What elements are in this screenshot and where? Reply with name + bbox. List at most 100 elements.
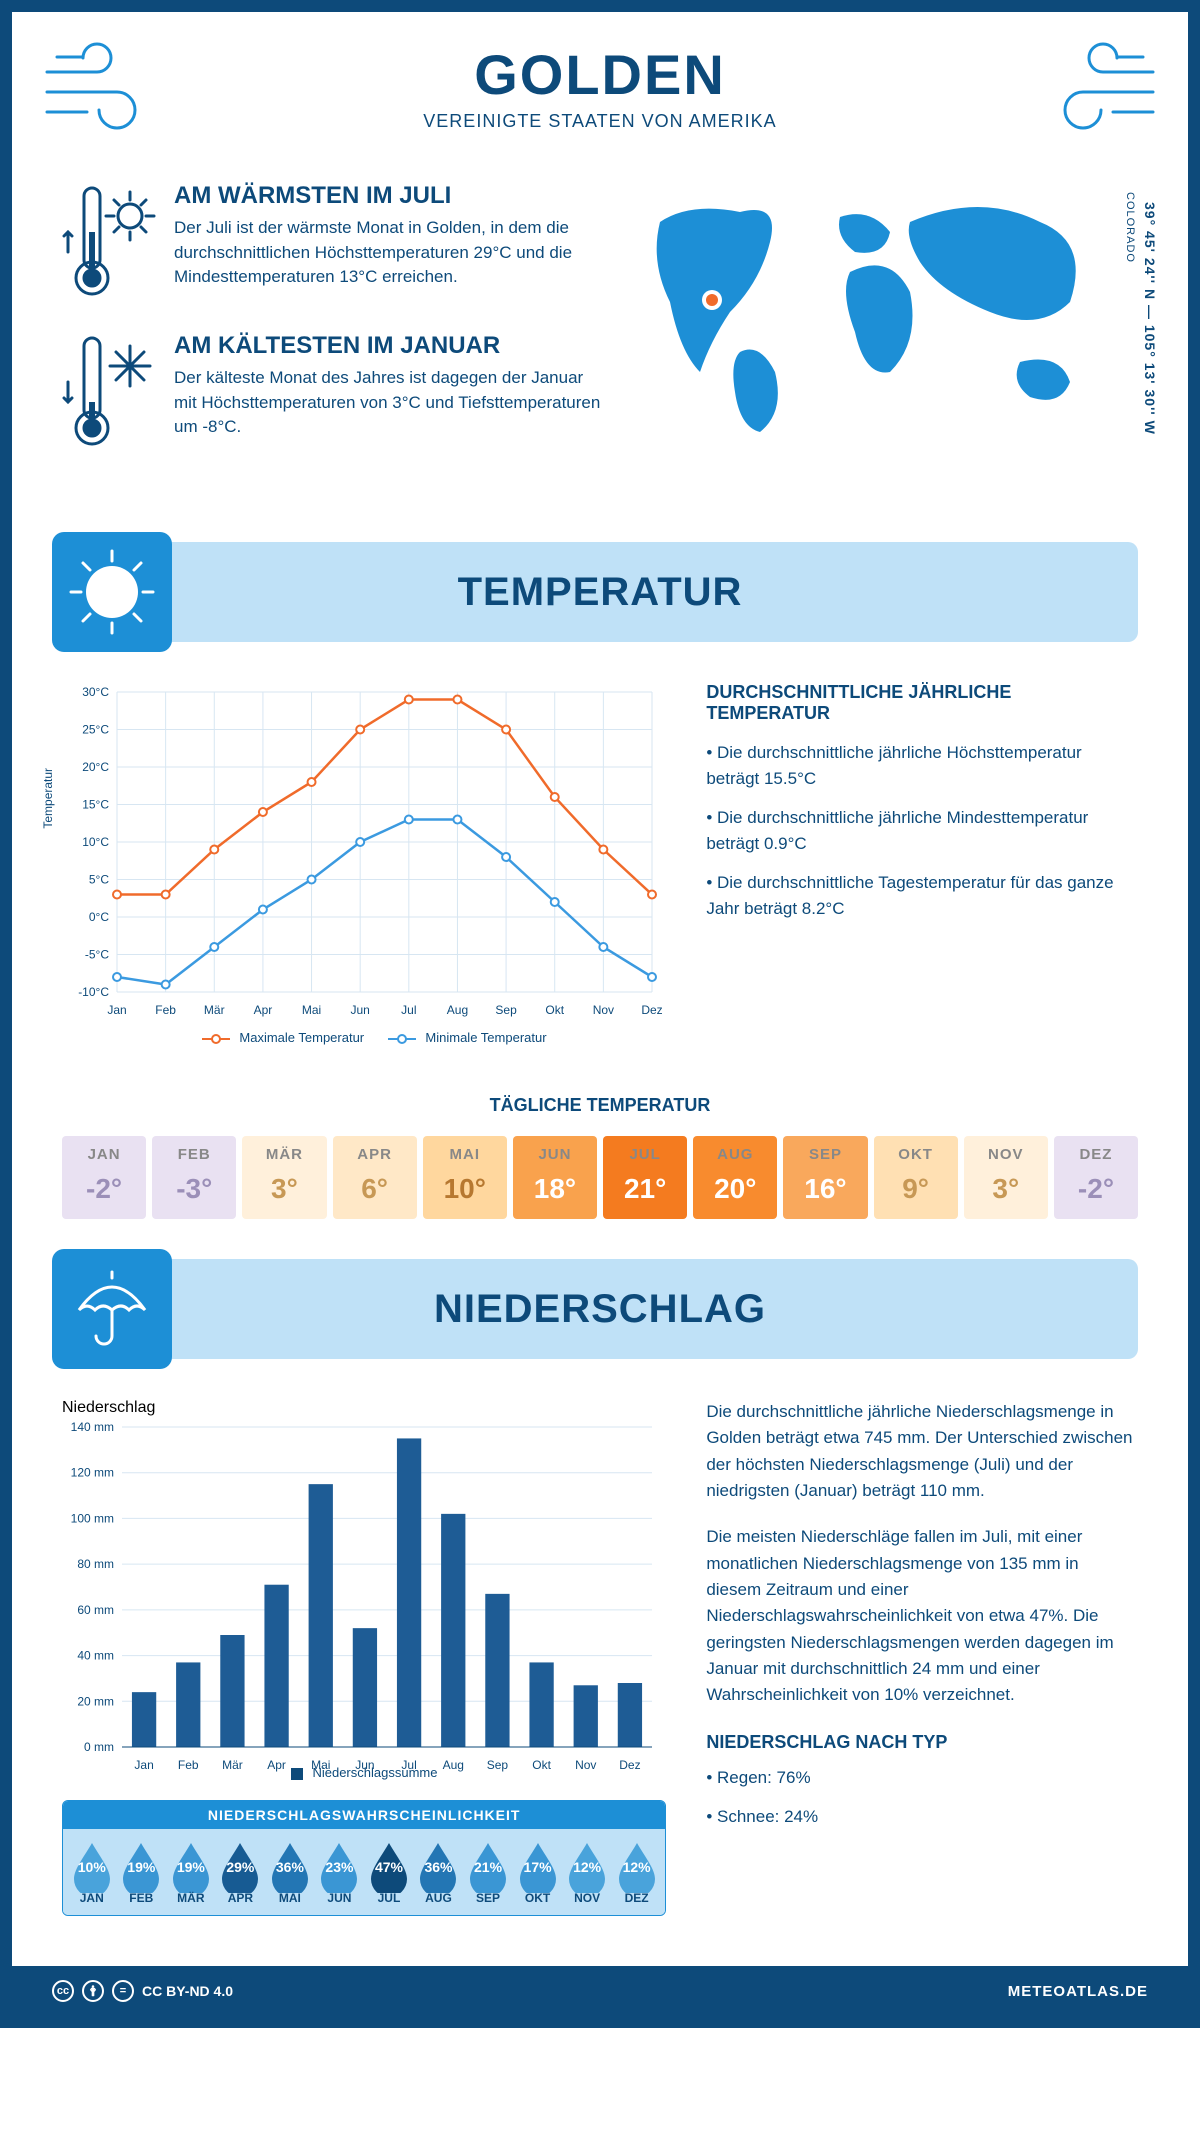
daily-temp-cell: DEZ-2° bbox=[1054, 1136, 1138, 1219]
nd-icon: = bbox=[112, 1980, 134, 2002]
daily-temp-value: 3° bbox=[964, 1173, 1048, 1205]
precip-type-point: • Schnee: 24% bbox=[706, 1804, 1138, 1830]
probability-cell: 12% DEZ bbox=[612, 1841, 662, 1905]
precip-type-title: NIEDERSCHLAG NACH TYP bbox=[706, 1729, 1138, 1757]
svg-text:Sep: Sep bbox=[487, 1758, 509, 1772]
svg-text:Dez: Dez bbox=[641, 1003, 662, 1017]
probability-month: NOV bbox=[562, 1891, 612, 1905]
license-text: CC BY-ND 4.0 bbox=[142, 1983, 233, 1999]
svg-text:15°C: 15°C bbox=[82, 798, 109, 812]
precipitation-title: NIEDERSCHLAG bbox=[434, 1287, 766, 1332]
svg-text:Jul: Jul bbox=[401, 1758, 416, 1772]
svg-text:Jul: Jul bbox=[401, 1003, 416, 1017]
svg-text:Okt: Okt bbox=[545, 1003, 564, 1017]
probability-cell: 19%FEB bbox=[117, 1841, 167, 1905]
legend-swatch-min bbox=[388, 1038, 416, 1040]
probability-month: JUL bbox=[364, 1891, 414, 1905]
world-map-icon bbox=[640, 182, 1100, 442]
temp-summary-point: • Die durchschnittliche Tagestemperatur … bbox=[706, 870, 1138, 921]
daily-temp-cell: SEP16° bbox=[783, 1136, 867, 1219]
precip-type-point: • Regen: 76% bbox=[706, 1765, 1138, 1791]
temperature-summary: DURCHSCHNITTLICHE JÄHRLICHE TEMPERATUR •… bbox=[706, 682, 1138, 1045]
daily-temp-cell: JUN 18° bbox=[513, 1136, 597, 1219]
probability-month: MÄR bbox=[166, 1891, 216, 1905]
probability-value: 12% bbox=[562, 1859, 612, 1875]
probability-cell: 36%AUG bbox=[414, 1841, 464, 1905]
legend-min-label: Minimale Temperatur bbox=[425, 1030, 546, 1045]
daily-month-label: NOV bbox=[964, 1146, 1048, 1163]
probability-cell: 36%MAI bbox=[265, 1841, 315, 1905]
daily-temp-value: -3° bbox=[152, 1173, 236, 1205]
daily-month-label: JUN bbox=[513, 1146, 597, 1163]
line-chart-legend: Maximale Temperatur Minimale Temperatur bbox=[62, 1030, 666, 1045]
daily-temp-cell: NOV 3° bbox=[964, 1136, 1048, 1219]
daily-month-label: MAI bbox=[423, 1146, 507, 1163]
precip-para-2: Die meisten Niederschläge fallen im Juli… bbox=[706, 1524, 1138, 1708]
svg-text:Jun: Jun bbox=[355, 1758, 374, 1772]
daily-month-label: DEZ bbox=[1054, 1146, 1138, 1163]
probability-value: 10% bbox=[67, 1859, 117, 1875]
svg-text:Feb: Feb bbox=[178, 1758, 199, 1772]
svg-text:20°C: 20°C bbox=[82, 760, 109, 774]
probability-value: 21% bbox=[463, 1859, 513, 1875]
temperature-section: Temperatur -10°C-5°C0°C5°C10°C15°C20°C25… bbox=[12, 642, 1188, 1065]
daily-temp-value: 9° bbox=[874, 1173, 958, 1205]
probability-cell: 17%OKT bbox=[513, 1841, 563, 1905]
probability-cell: 19%MÄR bbox=[166, 1841, 216, 1905]
probability-month: DEZ bbox=[612, 1891, 662, 1905]
bar-chart-column: Niederschlag 0 mm20 mm40 mm60 mm80 mm100… bbox=[62, 1399, 666, 1916]
region-label: COLORADO bbox=[1124, 192, 1136, 263]
svg-text:5°C: 5°C bbox=[89, 873, 109, 887]
brand-text: METEOATLAS.DE bbox=[1008, 1983, 1148, 2000]
daily-temp-cell: OKT9° bbox=[874, 1136, 958, 1219]
license-block: cc 🛉 = CC BY-ND 4.0 bbox=[52, 1980, 233, 2002]
daily-temp-cell: APR6° bbox=[333, 1136, 417, 1219]
probability-value: 17% bbox=[513, 1859, 563, 1875]
svg-text:20 mm: 20 mm bbox=[77, 1694, 114, 1708]
header: GOLDEN VEREINIGTE STAATEN VON AMERIKA bbox=[12, 12, 1188, 152]
page-frame: GOLDEN VEREINIGTE STAATEN VON AMERIKA bbox=[0, 0, 1200, 2028]
bar-chart-svg: 0 mm20 mm40 mm60 mm80 mm100 mm120 mm140 … bbox=[62, 1417, 662, 1777]
svg-text:Mär: Mär bbox=[222, 1758, 243, 1772]
probability-cell: 47% JUL bbox=[364, 1841, 414, 1905]
precipitation-section-header: NIEDERSCHLAG bbox=[62, 1259, 1138, 1359]
coordinates: 39° 45' 24'' N — 105° 13' 30'' W bbox=[1142, 202, 1158, 435]
svg-text:Nov: Nov bbox=[575, 1758, 596, 1772]
probability-month: MAI bbox=[265, 1891, 315, 1905]
precipitation-section: Niederschlag 0 mm20 mm40 mm60 mm80 mm100… bbox=[12, 1359, 1188, 1936]
svg-text:100 mm: 100 mm bbox=[71, 1511, 114, 1525]
map-column: COLORADO 39° 45' 24'' N — 105° 13' 30'' … bbox=[640, 182, 1138, 482]
svg-text:Apr: Apr bbox=[267, 1758, 286, 1772]
svg-text:60 mm: 60 mm bbox=[77, 1603, 114, 1617]
temp-summary-point: • Die durchschnittliche jährliche Höchst… bbox=[706, 740, 1138, 791]
precip-para-1: Die durchschnittliche jährliche Niedersc… bbox=[706, 1399, 1138, 1504]
probability-box: NIEDERSCHLAGSWAHRSCHEINLICHKEIT 10%JAN19… bbox=[62, 1800, 666, 1916]
svg-text:30°C: 30°C bbox=[82, 685, 109, 699]
temperature-title: TEMPERATUR bbox=[458, 570, 743, 615]
daily-temp-value: 6° bbox=[333, 1173, 417, 1205]
svg-text:Mai: Mai bbox=[302, 1003, 321, 1017]
svg-text:25°C: 25°C bbox=[82, 723, 109, 737]
svg-text:Apr: Apr bbox=[254, 1003, 273, 1017]
temperature-line-chart: Temperatur -10°C-5°C0°C5°C10°C15°C20°C25… bbox=[62, 682, 662, 1022]
probability-month: JUN bbox=[315, 1891, 365, 1905]
svg-text:Mär: Mär bbox=[204, 1003, 225, 1017]
probability-value: 19% bbox=[117, 1859, 167, 1875]
daily-month-label: FEB bbox=[152, 1146, 236, 1163]
probability-month: JAN bbox=[67, 1891, 117, 1905]
svg-text:Mai: Mai bbox=[311, 1758, 330, 1772]
probability-value: 47% bbox=[364, 1859, 414, 1875]
probability-value: 36% bbox=[414, 1859, 464, 1875]
city-title: GOLDEN bbox=[32, 42, 1168, 107]
facts-row: AM WÄRMSTEN IM JULI Der Juli ist der wär… bbox=[12, 152, 1188, 522]
daily-temp-value: 10° bbox=[423, 1173, 507, 1205]
probability-value: 12% bbox=[612, 1859, 662, 1875]
wind-icon bbox=[1048, 42, 1158, 132]
daily-temp-cell: JUL21° bbox=[603, 1136, 687, 1219]
probability-value: 23% bbox=[315, 1859, 365, 1875]
probability-value: 29% bbox=[216, 1859, 266, 1875]
warmest-fact: AM WÄRMSTEN IM JULI Der Juli ist der wär… bbox=[62, 182, 610, 302]
daily-temp-value: -2° bbox=[62, 1173, 146, 1205]
daily-temp-value: 18° bbox=[513, 1173, 597, 1205]
daily-temp-value: 21° bbox=[603, 1173, 687, 1205]
